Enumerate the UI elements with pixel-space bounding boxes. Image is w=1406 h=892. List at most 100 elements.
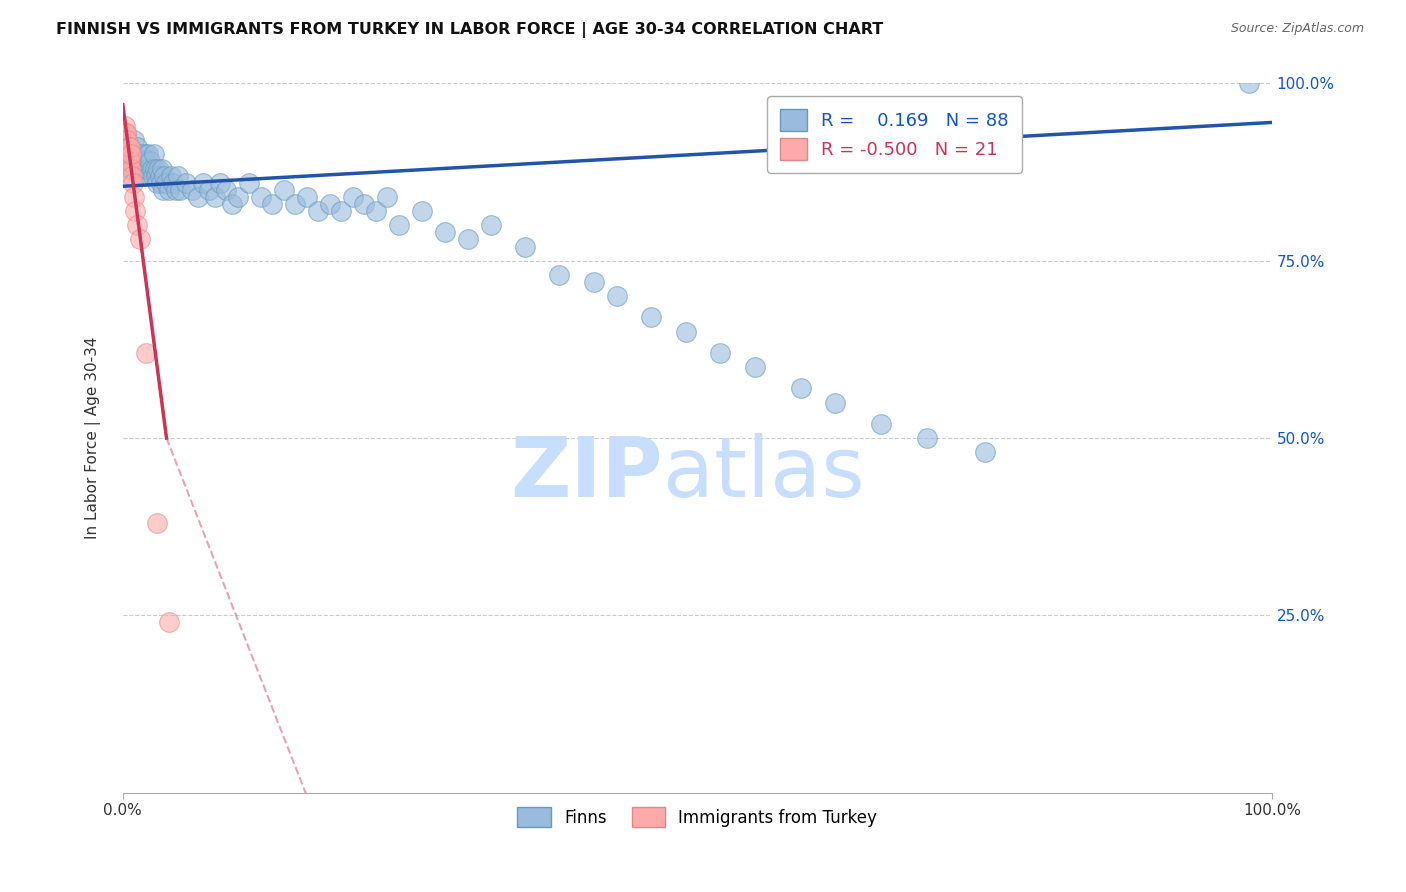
Point xyxy=(138,169,160,183)
Point xyxy=(169,183,191,197)
Point xyxy=(548,268,571,282)
Point xyxy=(117,154,139,169)
Point xyxy=(120,147,142,161)
Point xyxy=(165,183,187,197)
Point xyxy=(824,395,846,409)
Point xyxy=(204,190,226,204)
Point xyxy=(675,325,697,339)
Point xyxy=(145,169,167,183)
Point xyxy=(160,169,183,183)
Point xyxy=(143,161,166,176)
Point xyxy=(209,176,232,190)
Point xyxy=(121,154,143,169)
Point xyxy=(146,516,169,530)
Point xyxy=(129,147,152,161)
Text: atlas: atlas xyxy=(662,433,865,514)
Point xyxy=(150,161,173,176)
Point xyxy=(284,197,307,211)
Point xyxy=(117,133,139,147)
Point xyxy=(117,147,139,161)
Point xyxy=(146,176,169,190)
Point xyxy=(124,133,146,147)
Text: ZIP: ZIP xyxy=(510,433,662,514)
Point xyxy=(117,140,139,154)
Point xyxy=(120,154,142,169)
Point xyxy=(973,445,995,459)
Point xyxy=(142,147,165,161)
Point xyxy=(193,176,215,190)
Point xyxy=(180,183,202,197)
Point xyxy=(134,147,156,161)
Point xyxy=(124,154,146,169)
Point xyxy=(318,197,340,211)
Point xyxy=(135,346,157,360)
Point xyxy=(120,161,142,176)
Point xyxy=(117,140,139,154)
Point xyxy=(198,183,221,197)
Point xyxy=(353,197,375,211)
Point xyxy=(375,190,398,204)
Point xyxy=(153,169,176,183)
Point xyxy=(744,360,766,375)
Point xyxy=(136,161,159,176)
Point xyxy=(122,176,145,190)
Point xyxy=(433,226,456,240)
Point xyxy=(295,190,318,204)
Point xyxy=(152,183,174,197)
Point xyxy=(148,161,170,176)
Point xyxy=(221,197,243,211)
Point xyxy=(124,147,146,161)
Point xyxy=(411,204,433,219)
Point xyxy=(114,140,136,154)
Point xyxy=(307,204,329,219)
Point xyxy=(135,154,157,169)
Point xyxy=(262,197,284,211)
Point xyxy=(157,183,180,197)
Point xyxy=(118,161,141,176)
Point xyxy=(149,169,172,183)
Point xyxy=(125,219,148,233)
Point xyxy=(215,183,238,197)
Point xyxy=(132,169,155,183)
Point xyxy=(115,126,138,140)
Point xyxy=(342,190,364,204)
Point xyxy=(136,147,159,161)
Point xyxy=(249,190,271,204)
Point xyxy=(513,239,536,253)
Point xyxy=(115,133,138,147)
Text: Source: ZipAtlas.com: Source: ZipAtlas.com xyxy=(1230,22,1364,36)
Point xyxy=(129,232,152,246)
Point xyxy=(118,154,141,169)
Point xyxy=(162,176,184,190)
Point xyxy=(129,161,152,176)
Point xyxy=(157,615,180,630)
Point xyxy=(117,140,139,154)
Point xyxy=(118,140,141,154)
Point xyxy=(870,417,893,431)
Point xyxy=(120,147,142,161)
Point xyxy=(128,161,150,176)
Point xyxy=(142,169,165,183)
Point xyxy=(118,147,141,161)
Point xyxy=(115,126,138,140)
Point xyxy=(388,219,411,233)
Point xyxy=(606,289,628,303)
Point xyxy=(640,310,662,325)
Legend: Finns, Immigrants from Turkey: Finns, Immigrants from Turkey xyxy=(510,800,884,834)
Point xyxy=(117,154,139,169)
Point xyxy=(915,431,938,445)
Point xyxy=(124,204,146,219)
Point xyxy=(709,346,731,360)
Point xyxy=(125,140,148,154)
Point xyxy=(457,232,479,246)
Point xyxy=(226,190,249,204)
Point xyxy=(122,161,145,176)
Point xyxy=(174,176,197,190)
Point xyxy=(127,154,149,169)
Point xyxy=(479,219,502,233)
Point xyxy=(131,154,153,169)
Point xyxy=(149,176,172,190)
Text: FINNISH VS IMMIGRANTS FROM TURKEY IN LABOR FORCE | AGE 30-34 CORRELATION CHART: FINNISH VS IMMIGRANTS FROM TURKEY IN LAB… xyxy=(56,22,883,38)
Point xyxy=(139,154,162,169)
Point xyxy=(114,119,136,133)
